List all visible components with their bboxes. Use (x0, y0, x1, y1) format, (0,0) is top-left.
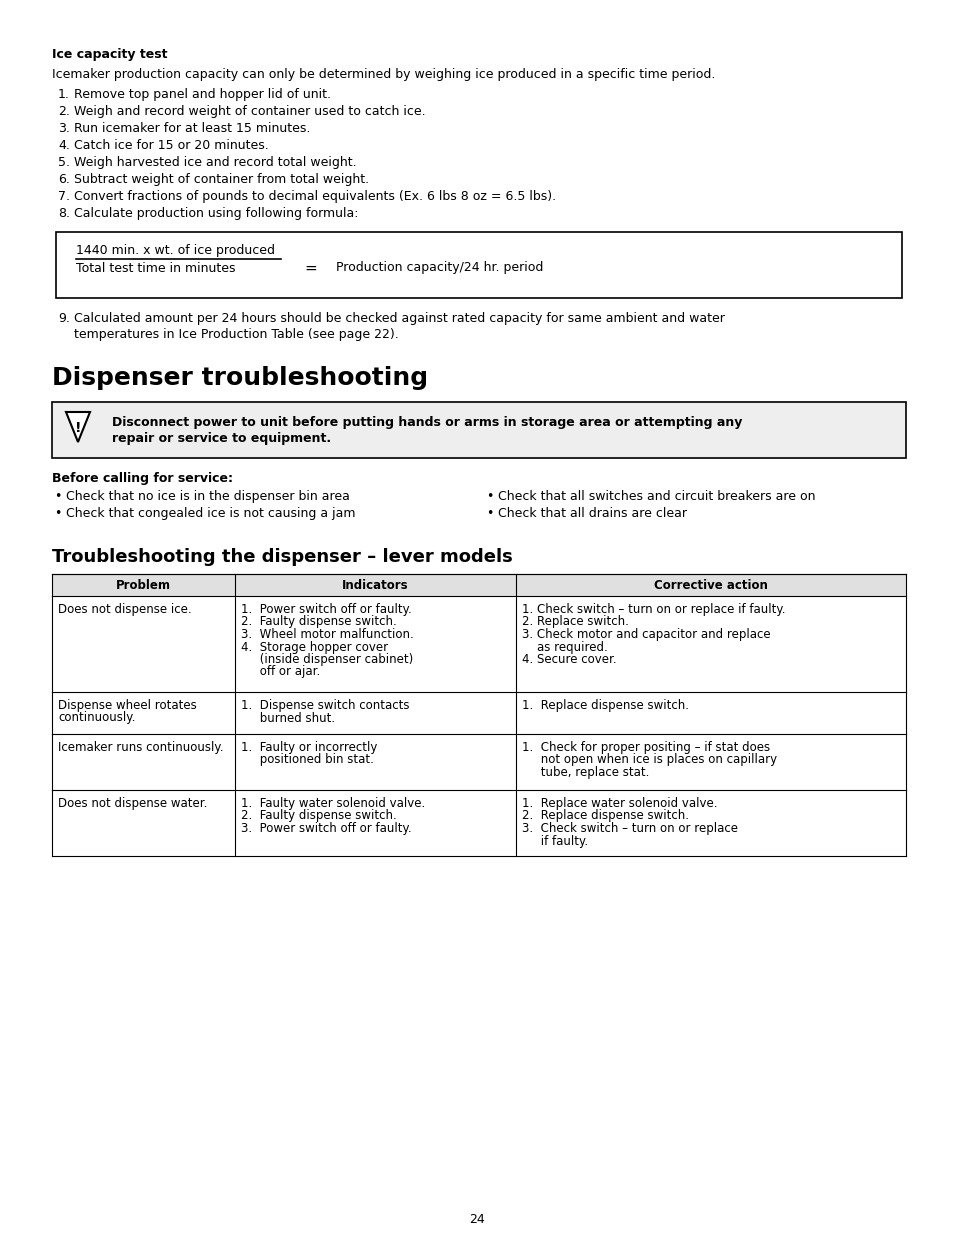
Text: 1440 min. x wt. of ice produced: 1440 min. x wt. of ice produced (76, 245, 274, 257)
Text: Check that congealed ice is not causing a jam: Check that congealed ice is not causing … (66, 508, 355, 520)
Text: 1. Check switch – turn on or replace if faulty.: 1. Check switch – turn on or replace if … (521, 603, 784, 616)
Text: Indicators: Indicators (342, 579, 409, 592)
Text: 1.  Faulty or incorrectly: 1. Faulty or incorrectly (241, 741, 377, 755)
Text: 5.: 5. (58, 156, 70, 169)
Text: Icemaker production capacity can only be determined by weighing ice produced in : Icemaker production capacity can only be… (52, 68, 715, 82)
Text: Weigh and record weight of container used to catch ice.: Weigh and record weight of container use… (74, 105, 425, 119)
Text: 3.  Power switch off or faulty.: 3. Power switch off or faulty. (241, 823, 411, 835)
Text: Does not dispense water.: Does not dispense water. (58, 797, 207, 810)
Text: if faulty.: if faulty. (521, 835, 587, 847)
Text: Catch ice for 15 or 20 minutes.: Catch ice for 15 or 20 minutes. (74, 140, 269, 152)
Text: positioned bin stat.: positioned bin stat. (241, 753, 374, 767)
Text: Check that no ice is in the dispenser bin area: Check that no ice is in the dispenser bi… (66, 490, 350, 503)
Text: Before calling for service:: Before calling for service: (52, 472, 233, 485)
Text: 2.  Faulty dispense switch.: 2. Faulty dispense switch. (241, 615, 396, 629)
Text: Run icemaker for at least 15 minutes.: Run icemaker for at least 15 minutes. (74, 122, 310, 135)
Text: Production capacity/24 hr. period: Production capacity/24 hr. period (335, 261, 543, 274)
Text: Ice capacity test: Ice capacity test (52, 48, 168, 61)
Text: 2.: 2. (58, 105, 70, 119)
Text: Disconnect power to unit before putting hands or arms in storage area or attempt: Disconnect power to unit before putting … (112, 416, 741, 429)
Text: (inside dispenser cabinet): (inside dispenser cabinet) (241, 653, 413, 666)
Text: Dispenser troubleshooting: Dispenser troubleshooting (52, 366, 428, 390)
Text: tube, replace stat.: tube, replace stat. (521, 766, 649, 779)
Text: Total test time in minutes: Total test time in minutes (76, 262, 235, 275)
Text: •: • (485, 490, 493, 503)
Text: 2. Replace switch.: 2. Replace switch. (521, 615, 628, 629)
Text: 3.  Wheel motor malfunction.: 3. Wheel motor malfunction. (241, 629, 414, 641)
Bar (52, 403, 905, 458)
Text: temperatures in Ice Production Table (see page 22).: temperatures in Ice Production Table (se… (74, 329, 398, 341)
Text: 1.  Replace water solenoid valve.: 1. Replace water solenoid valve. (521, 797, 717, 810)
Text: continuously.: continuously. (58, 711, 135, 725)
Text: 3.  Check switch – turn on or replace: 3. Check switch – turn on or replace (521, 823, 738, 835)
Text: 1.  Power switch off or faulty.: 1. Power switch off or faulty. (241, 603, 412, 616)
Text: 6.: 6. (58, 173, 70, 186)
Text: 7.: 7. (58, 190, 70, 203)
Text: 2.  Faulty dispense switch.: 2. Faulty dispense switch. (241, 809, 396, 823)
Text: 1.  Check for proper positing – if stat does: 1. Check for proper positing – if stat d… (521, 741, 769, 755)
Text: Corrective action: Corrective action (654, 579, 767, 592)
Text: 8.: 8. (58, 207, 70, 220)
Text: Check that all drains are clear: Check that all drains are clear (497, 508, 686, 520)
Text: 1.: 1. (58, 88, 70, 101)
Text: Calculated amount per 24 hours should be checked against rated capacity for same: Calculated amount per 24 hours should be… (74, 312, 724, 325)
Text: 1.  Replace dispense switch.: 1. Replace dispense switch. (521, 699, 688, 713)
Text: 3.: 3. (58, 122, 70, 135)
Text: Dispense wheel rotates: Dispense wheel rotates (58, 699, 196, 713)
Text: 1.  Dispense switch contacts: 1. Dispense switch contacts (241, 699, 409, 713)
Text: Problem: Problem (116, 579, 171, 592)
Text: burned shut.: burned shut. (241, 711, 335, 725)
Text: Troubleshooting the dispenser – lever models: Troubleshooting the dispenser – lever mo… (52, 548, 512, 566)
Text: Subtract weight of container from total weight.: Subtract weight of container from total … (74, 173, 369, 186)
Text: •: • (54, 490, 61, 503)
Text: 3. Check motor and capacitor and replace: 3. Check motor and capacitor and replace (521, 629, 770, 641)
Text: as required.: as required. (521, 641, 607, 653)
Text: Remove top panel and hopper lid of unit.: Remove top panel and hopper lid of unit. (74, 88, 331, 101)
Text: 1.  Faulty water solenoid valve.: 1. Faulty water solenoid valve. (241, 797, 425, 810)
Text: off or ajar.: off or ajar. (241, 666, 320, 678)
Text: 4.: 4. (58, 140, 70, 152)
Text: Check that all switches and circuit breakers are on: Check that all switches and circuit brea… (497, 490, 815, 503)
Text: repair or service to equipment.: repair or service to equipment. (112, 432, 331, 445)
Text: Does not dispense ice.: Does not dispense ice. (58, 603, 192, 616)
Text: 24: 24 (469, 1213, 484, 1226)
Bar (52, 574, 905, 597)
Text: Convert fractions of pounds to decimal equivalents (Ex. 6 lbs 8 oz = 6.5 lbs).: Convert fractions of pounds to decimal e… (74, 190, 556, 203)
Text: •: • (54, 508, 61, 520)
Text: 9.: 9. (58, 312, 70, 325)
Text: 2.  Replace dispense switch.: 2. Replace dispense switch. (521, 809, 688, 823)
Text: =: = (304, 261, 317, 275)
Text: Weigh harvested ice and record total weight.: Weigh harvested ice and record total wei… (74, 156, 356, 169)
Text: 4.  Storage hopper cover: 4. Storage hopper cover (241, 641, 388, 653)
Text: !: ! (74, 421, 81, 436)
Text: not open when ice is places on capillary: not open when ice is places on capillary (521, 753, 777, 767)
Bar (56, 232, 901, 298)
Text: Calculate production using following formula:: Calculate production using following for… (74, 207, 358, 220)
Text: 4. Secure cover.: 4. Secure cover. (521, 653, 616, 666)
Text: •: • (485, 508, 493, 520)
Text: Icemaker runs continuously.: Icemaker runs continuously. (58, 741, 223, 755)
Polygon shape (66, 412, 90, 442)
